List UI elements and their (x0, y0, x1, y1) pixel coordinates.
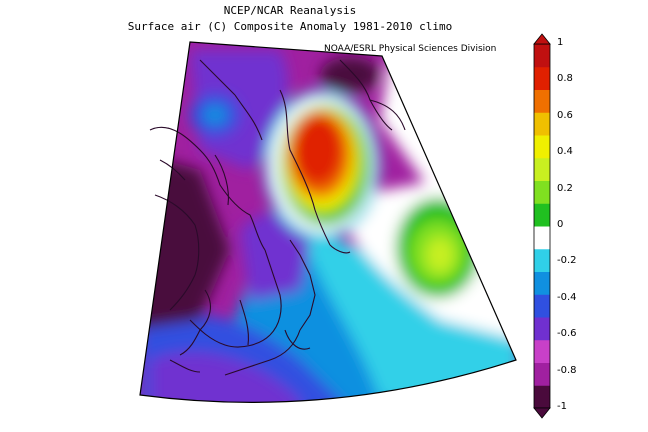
colorbar-tick-label: 0 (557, 219, 564, 230)
colorbar-segment (534, 44, 550, 68)
colorbar-tick-label: -1 (557, 401, 567, 412)
map-frame (139, 41, 517, 403)
anomaly-field (140, 42, 516, 403)
colorbar-tick-label: 1 (557, 37, 564, 48)
colorbar-segment (534, 339, 550, 363)
colorbar-tick-label: 0.4 (557, 146, 573, 158)
colorbar-segment (534, 226, 550, 250)
colorbar-tick-label: -0.6 (557, 328, 577, 340)
colorbar-segment (534, 135, 550, 159)
colorbar-tick-label: 0.8 (557, 73, 573, 85)
colorbar-segment (534, 248, 550, 272)
colorbar-segment (534, 385, 550, 409)
colorbar-segment (534, 180, 550, 204)
colorbar-segment (534, 89, 550, 113)
colorbar-segment (534, 157, 550, 181)
colorbar-segment (534, 317, 550, 341)
colorbar (533, 33, 551, 419)
colorbar-tick-label: -0.4 (557, 291, 577, 303)
map-title: NCEP/NCAR Reanalysis (223, 4, 357, 17)
credit-label: NOAA/ESRL Physical Sciences Division (324, 44, 497, 54)
colorbar-tick-label: -0.8 (557, 364, 577, 376)
colorbar-tick-label: -0.2 (557, 255, 577, 267)
map-subtitle: Surface air (C) Composite Anomaly 1981-2… (127, 20, 453, 33)
colorbar-segment (534, 271, 550, 295)
colorbar-segment (534, 362, 550, 386)
colorbar-arrow-top (533, 33, 551, 45)
colorbar-segment (534, 112, 550, 136)
colorbar-tick-label: 0.6 (557, 109, 573, 121)
colorbar-segment (534, 66, 550, 90)
colorbar-tick-label: 0.2 (557, 182, 573, 194)
colorbar-segment (534, 203, 550, 227)
colorbar-arrow-bottom (533, 407, 551, 419)
colorbar-segment (534, 294, 550, 318)
